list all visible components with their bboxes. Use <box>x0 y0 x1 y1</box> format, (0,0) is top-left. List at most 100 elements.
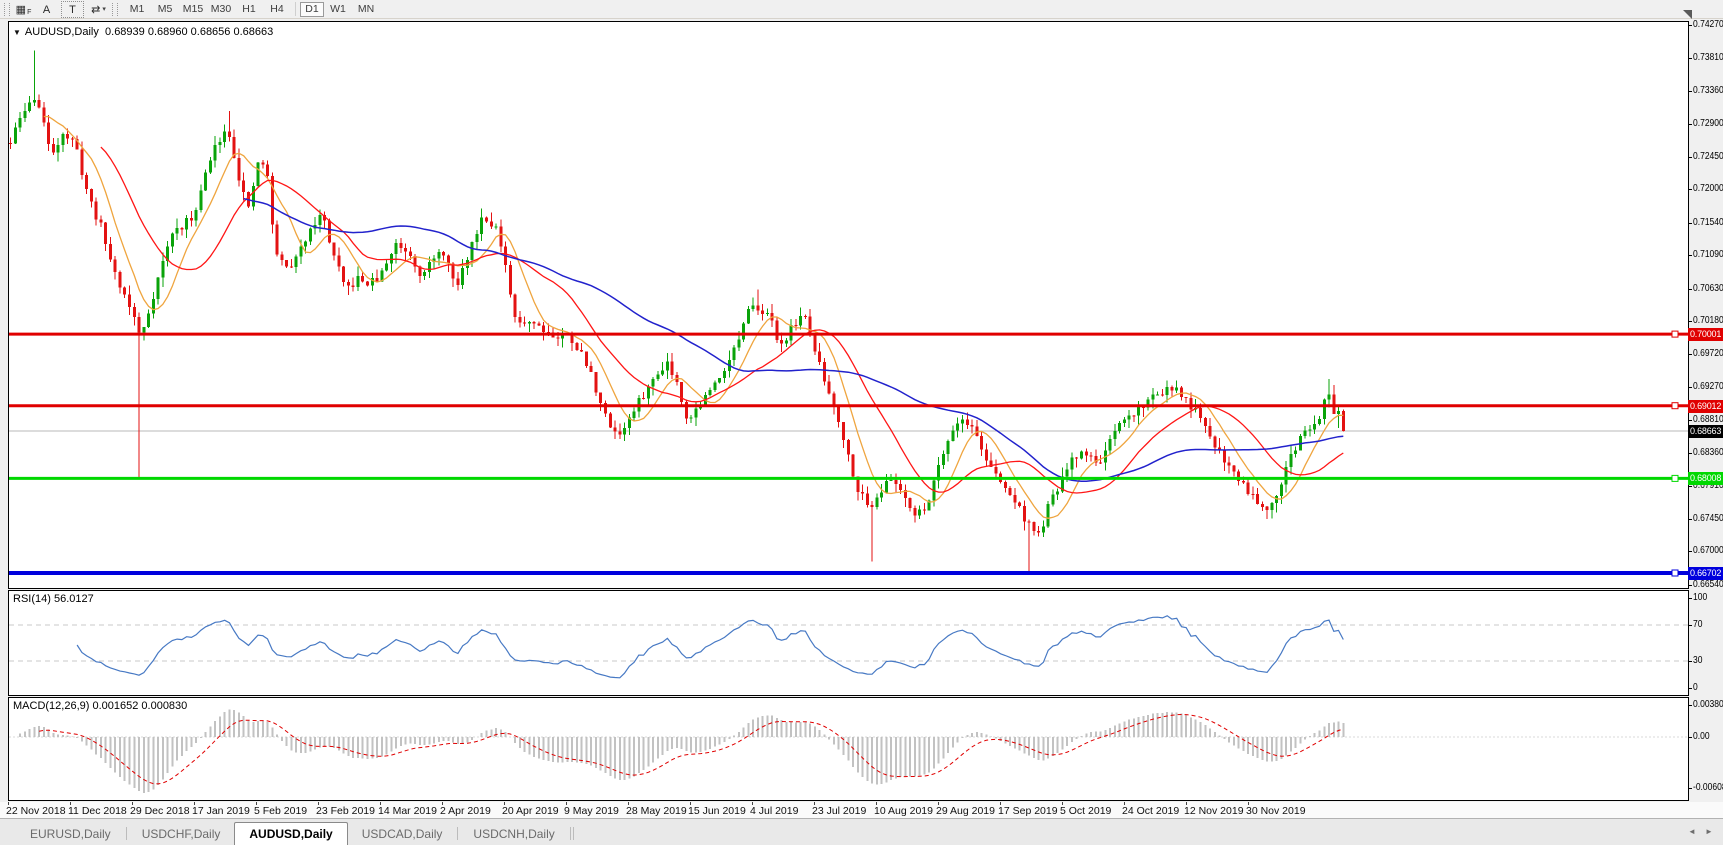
price-chart-panel[interactable] <box>8 21 1689 589</box>
price-tick-label: 0.67000 <box>1693 545 1723 557</box>
rsi-canvas[interactable] <box>9 591 1688 695</box>
date-tick-label: 24 Oct 2019 <box>1122 805 1180 817</box>
date-tick-label: 28 May 2019 <box>626 805 687 817</box>
tab-separator <box>572 827 574 841</box>
timeframe-m15-button[interactable]: M15 <box>182 2 204 15</box>
price-tick-label: 0.74270 <box>1693 19 1723 30</box>
timeframe-m5-button[interactable]: M5 <box>157 2 173 15</box>
price-tick-label: 0.73360 <box>1693 84 1723 96</box>
date-tick-label: 29 Aug 2019 <box>936 805 995 817</box>
toolbar-grip-2[interactable] <box>112 2 118 16</box>
current-price-badge: 0.68663 <box>1688 425 1723 438</box>
timeframe-w1-button[interactable]: W1 <box>330 2 346 15</box>
rsi-tick-label: 30 <box>1693 655 1703 666</box>
symbol-tab-usdchf[interactable]: USDCHF,Daily <box>141 827 221 841</box>
date-tickmark <box>8 802 9 805</box>
date-tick-label: 23 Jul 2019 <box>812 805 867 817</box>
symbol-tab-usdcnh[interactable]: USDCNH,Daily <box>473 827 555 841</box>
date-tick-label: 22 Nov 2018 <box>6 805 66 817</box>
price-tick-label: 0.71090 <box>1693 249 1723 261</box>
level-price-badge: 0.66702 <box>1688 566 1723 580</box>
timeframe-h1-button[interactable]: H1 <box>242 2 256 15</box>
rsi-panel[interactable] <box>8 590 1689 696</box>
chart-ohlc-values: 0.68939 0.68960 0.68656 0.68663 <box>105 26 274 38</box>
toolbar-grip[interactable] <box>4 2 10 16</box>
timeframe-mn-button[interactable]: MN <box>357 2 375 15</box>
date-tick-label: 5 Oct 2019 <box>1060 805 1112 817</box>
date-tickmark <box>1124 802 1125 805</box>
rsi-tick-label: 70 <box>1693 619 1703 630</box>
date-tick-label: 5 Feb 2019 <box>254 805 308 817</box>
date-tickmark <box>1000 802 1001 805</box>
chevron-down-icon[interactable]: ▼ <box>13 28 21 37</box>
date-tick-label: 29 Dec 2018 <box>130 805 190 817</box>
toolbar-divider <box>295 2 296 16</box>
date-tickmark <box>814 802 815 805</box>
date-tickmark <box>1062 802 1063 805</box>
date-tick-label: 9 May 2019 <box>564 805 619 817</box>
price-tick-label: 0.68360 <box>1693 446 1723 458</box>
macd-tick-label: 0.003804 <box>1693 699 1723 711</box>
tab-separator <box>569 827 571 841</box>
price-tick-label: 0.72000 <box>1693 183 1723 195</box>
timeframe-m30-button[interactable]: M30 <box>210 2 232 15</box>
symbol-tab-audusd[interactable]: AUDUSD,Daily <box>234 822 348 845</box>
level-price-badge: 0.69012 <box>1688 399 1723 413</box>
date-tick-label: 30 Nov 2019 <box>1246 805 1306 817</box>
level-price-badge: 0.68008 <box>1688 472 1723 486</box>
tab-separator <box>125 827 127 841</box>
date-tickmark <box>752 802 753 805</box>
symbol-tab-eurusd[interactable]: EURUSD,Daily <box>30 827 111 841</box>
date-tick-label: 23 Feb 2019 <box>316 805 375 817</box>
arrows-tool-icon[interactable]: ⇄ ▾ <box>91 3 106 16</box>
macd-label: MACD(12,26,9) 0.001652 0.000830 <box>13 700 188 712</box>
date-tickmark <box>318 802 319 805</box>
date-tickmark <box>442 802 443 805</box>
price-tick-label: 0.69720 <box>1693 348 1723 360</box>
toolbar: ▦ F A T ⇄ ▾ M1 M5 M15 M30 H1 H4 D1 W1 MN <box>0 0 1723 19</box>
date-tick-label: 4 Jul 2019 <box>750 805 799 817</box>
price-tick-label: 0.70180 <box>1693 315 1723 327</box>
tab-scroll-left-icon[interactable]: ◄ <box>1688 827 1696 836</box>
level-price-badge: 0.70001 <box>1688 328 1723 342</box>
macd-tick-label: -0.00608 <box>1693 782 1723 794</box>
price-tick-label: 0.72900 <box>1693 118 1723 130</box>
price-tick-label: 0.71540 <box>1693 216 1723 228</box>
date-tick-label: 17 Sep 2019 <box>998 805 1058 817</box>
price-tick-label: 0.69270 <box>1693 381 1723 393</box>
text-tool-icon[interactable]: A <box>42 3 51 16</box>
date-axis: 22 Nov 2018 11 Dec 2018 29 Dec 2018 17 Jan … <box>0 802 1723 818</box>
symbol-tab-bar: EURUSD,Daily USDCHF,Daily AUDUSD,Daily USDC… <box>0 818 1723 845</box>
date-tickmark <box>132 802 133 805</box>
date-tickmark <box>256 802 257 805</box>
date-tickmark <box>70 802 71 805</box>
fibonacci-tool-icon[interactable]: ▦ F <box>15 3 32 16</box>
date-tick-label: 11 Dec 2018 <box>68 805 127 817</box>
date-tickmark <box>194 802 195 805</box>
symbol-tab-usdcad[interactable]: USDCAD,Daily <box>361 827 443 841</box>
macd-canvas[interactable] <box>9 698 1688 800</box>
price-chart-canvas[interactable] <box>9 22 1688 588</box>
text-label-tool-icon[interactable]: T <box>61 0 84 18</box>
date-tick-label: 17 Jan 2019 <box>192 805 250 817</box>
date-tickmark <box>1248 802 1249 805</box>
date-tickmark <box>380 802 381 805</box>
rsi-tick-label: 100 <box>1693 592 1708 603</box>
date-tickmark <box>504 802 505 805</box>
date-tickmark <box>628 802 629 805</box>
date-tick-label: 2 Apr 2019 <box>440 805 491 817</box>
timeframe-m1-button[interactable]: M1 <box>129 2 145 15</box>
price-tick-label: 0.72450 <box>1693 150 1723 162</box>
date-tickmark <box>690 802 691 805</box>
timeframe-d1-button[interactable]: D1 <box>300 1 324 17</box>
chart-shift-marker-icon[interactable] <box>1683 10 1692 19</box>
price-tick-label: 0.73810 <box>1693 52 1723 64</box>
drawing-tools: ▦ F A T ⇄ ▾ <box>15 0 107 18</box>
tab-scroll-right-icon[interactable]: ► <box>1705 827 1713 836</box>
price-tick-label: 0.67910 <box>1693 479 1723 491</box>
date-tick-label: 15 Jun 2019 <box>688 805 746 817</box>
chart-symbol: AUDUSD,Daily <box>24 26 99 38</box>
macd-tick-label: 0.00 <box>1693 731 1710 742</box>
timeframe-h4-button[interactable]: H4 <box>270 2 284 15</box>
